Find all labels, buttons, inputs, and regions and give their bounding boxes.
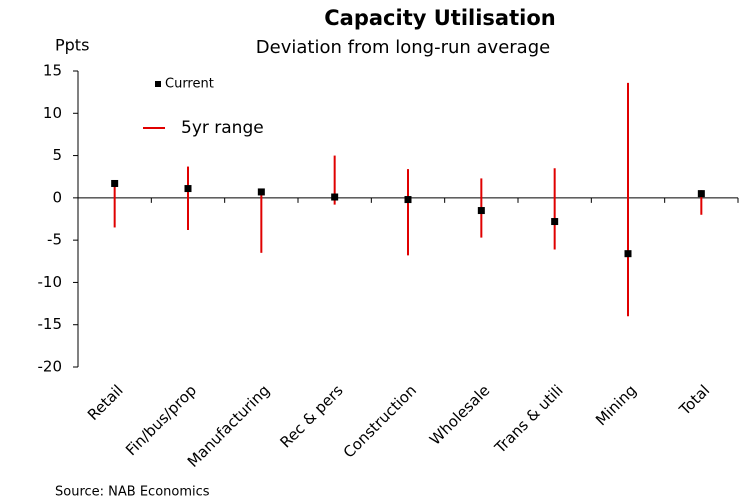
y-tick-label: 0 [52,188,62,206]
y-tick-label: -10 [38,273,63,291]
x-tick-label: Fin/bus/prop [122,381,200,459]
y-tick-label: -5 [47,231,62,249]
current-marker [551,218,559,226]
x-tick-label: Mining [592,381,640,429]
current-marker [184,185,192,193]
current-marker [697,190,705,198]
legend-label: Current [165,77,214,92]
x-tick-label: Wholesale [426,381,493,448]
x-tick-label: Retail [84,381,127,424]
legend-label: 5yr range [181,118,264,138]
current-marker [111,179,119,187]
y-axis-label: Ppts [55,36,89,55]
x-tick-label: Construction [340,381,420,461]
y-tick-label: 5 [52,146,62,164]
y-tick-label: -15 [38,315,63,333]
x-tick-label: Rec & pers [277,381,347,451]
y-tick-label: 10 [43,104,62,122]
current-marker [404,196,412,204]
current-marker [331,193,339,201]
current-marker [257,188,265,196]
legend-marker [155,81,161,87]
y-tick-label: -20 [38,358,63,376]
current-marker [624,250,632,258]
y-tick-label: 15 [43,62,62,80]
current-marker [477,207,485,215]
source: Source: NAB Economics [55,485,210,500]
chart-subtitle: Deviation from long-run average [256,37,550,58]
chart-title: Capacity Utilisation [324,6,555,30]
x-tick-label: Total [675,381,713,419]
x-tick-label: Trans & utili [490,381,566,457]
